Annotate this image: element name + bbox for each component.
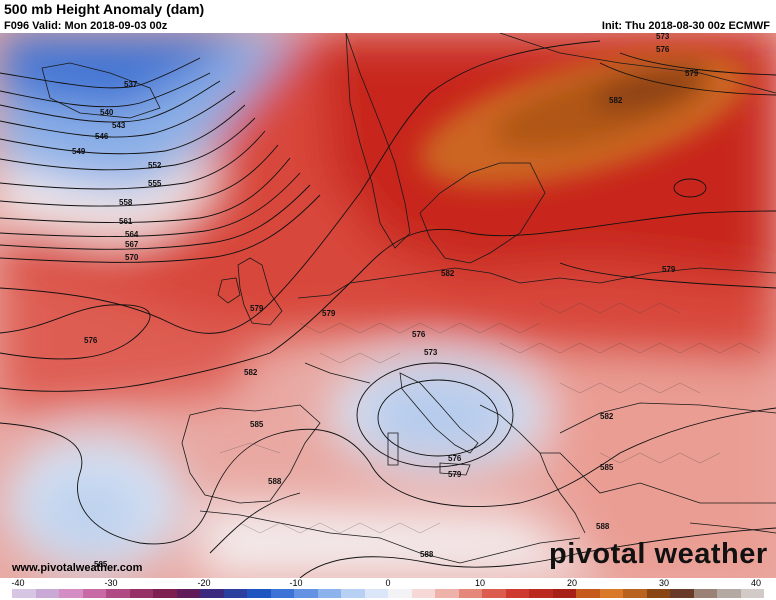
colorbar-swatch (176, 589, 200, 598)
contour-label: 579 (250, 304, 264, 313)
contour-label: 579 (322, 309, 336, 318)
contour-label: 588 (596, 522, 610, 531)
contour-label: 573 (656, 33, 670, 41)
contour-label: 570 (125, 253, 139, 262)
contour-label: 588 (420, 550, 434, 559)
colorbar-swatch (670, 589, 694, 598)
colorbar-swatch (223, 589, 247, 598)
contour-label: 585 (94, 560, 108, 569)
map-title: 500 mb Height Anomaly (dam) (0, 0, 776, 19)
colorbar-tick: 30 (658, 578, 670, 588)
contour-label: 573 (424, 348, 438, 357)
contour-label: 579 (662, 265, 676, 274)
contour-label: 537 (124, 80, 138, 89)
init-time: Init: Thu 2018-08-30 00z ECMWF (601, 20, 770, 32)
colorbar-tick: 20 (566, 578, 578, 588)
colorbar-swatch (717, 589, 741, 598)
contour-labels: 537 540 543 546 549 552 555 558 561 564 … (72, 33, 699, 569)
colorbar-swatch (59, 589, 83, 598)
contour-label: 582 (609, 96, 623, 105)
contour-label: 561 (119, 217, 133, 226)
colorbar-swatch (529, 589, 553, 598)
colorbar-swatch (129, 589, 153, 598)
colorbar-swatch (388, 589, 412, 598)
colorbar-swatch (482, 589, 506, 598)
borders (219, 302, 761, 534)
anomaly-shading: 537 540 543 546 549 552 555 558 561 564 … (0, 33, 776, 578)
contour-label: 576 (448, 454, 462, 463)
contour-label: 576 (84, 336, 98, 345)
contour-label: 585 (250, 420, 264, 429)
contour-label: 549 (72, 147, 86, 156)
colorbar-swatch (153, 589, 177, 598)
valid-time: F096 Valid: Mon 2018-09-03 00z (4, 20, 168, 32)
contour-label: 567 (125, 240, 139, 249)
colorbar-tick: -30 (104, 578, 118, 588)
colorbar-tick: 10 (474, 578, 486, 588)
colorbar-swatch (341, 589, 365, 598)
colorbar-swatch (364, 589, 388, 598)
colorbar-swatch (270, 589, 294, 598)
colorbar-swatch (12, 589, 36, 598)
contour-label: 582 (441, 269, 455, 278)
height-anomaly-map: 537 540 543 546 549 552 555 558 561 564 … (0, 33, 776, 578)
colorbar-swatch (82, 589, 106, 598)
colorbar-swatch (646, 589, 670, 598)
source-url: www.pivotalweather.com (12, 562, 143, 574)
colorbar-swatch (200, 589, 224, 598)
colorbar-swatch (35, 589, 59, 598)
colorbar-tick: 0 (385, 578, 391, 588)
colorbar-tick: -40 (11, 578, 25, 588)
colorbar-tick: 40 (750, 578, 762, 588)
contour-label: 582 (244, 368, 258, 377)
contour-label: 540 (100, 108, 114, 117)
brand-logo: pivotal weather (549, 538, 768, 570)
colorbar-swatch (106, 589, 130, 598)
contour-label: 588 (268, 477, 282, 486)
colorbar-swatch (411, 589, 435, 598)
colorbar-tick: -10 (289, 578, 303, 588)
coastlines (41, 33, 776, 564)
height-contours (0, 40, 776, 578)
colorbar-swatch (576, 589, 600, 598)
colorbar-swatch (458, 589, 482, 598)
contour-label: 576 (656, 45, 670, 54)
contour-label: 582 (600, 412, 614, 421)
colorbar-swatch (505, 589, 529, 598)
contour-label: 564 (125, 230, 139, 239)
colorbar-swatch (740, 589, 764, 598)
contour-label: 543 (112, 121, 126, 130)
colorbar-swatch (317, 589, 341, 598)
colorbar-swatch (693, 589, 717, 598)
contour-label: 555 (148, 179, 162, 188)
contour-label: 558 (119, 198, 133, 207)
colorbar-swatch (599, 589, 623, 598)
colorbar-swatch (623, 589, 647, 598)
colorbar-swatch (247, 589, 271, 598)
contour-label: 585 (600, 463, 614, 472)
colorbar-swatch (435, 589, 459, 598)
contour-label: 552 (148, 161, 162, 170)
contour-label: 546 (95, 132, 109, 141)
contour-label: 576 (412, 330, 426, 339)
contour-label: 579 (685, 69, 699, 78)
colorbar-swatch (552, 589, 576, 598)
colorbar-strip (12, 589, 764, 598)
colorbar-swatch (294, 589, 318, 598)
colorbar: -40 -30 -20 -10 0 10 20 30 40 (0, 578, 776, 600)
colorbar-tick: -20 (197, 578, 211, 588)
map-subtitle-bar: F096 Valid: Mon 2018-09-03 00z Init: Thu… (0, 19, 776, 33)
contour-label: 579 (448, 470, 462, 479)
